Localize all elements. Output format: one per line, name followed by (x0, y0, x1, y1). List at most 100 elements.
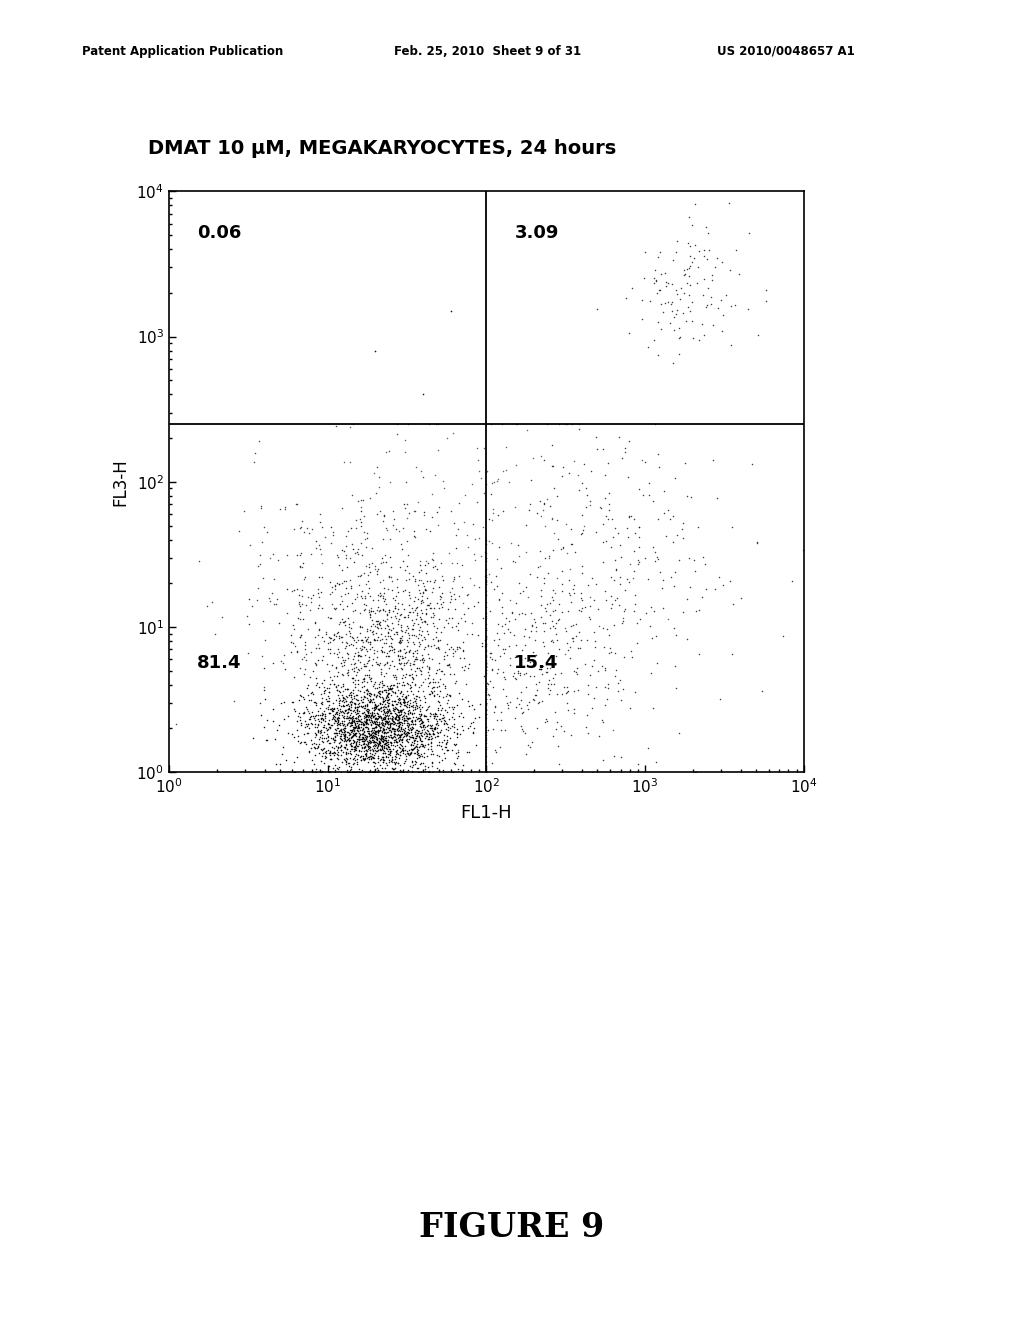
Point (343, 726, 359, 747)
Point (366, 734, 382, 755)
Point (364, 713, 380, 734)
Point (337, 631, 353, 652)
Point (430, 515, 446, 536)
Point (330, 759, 346, 780)
Point (465, 721, 481, 742)
Point (416, 649, 432, 671)
Point (409, 719, 425, 741)
Point (439, 644, 456, 665)
Point (548, 510, 564, 531)
Point (225, 690, 242, 711)
Point (603, 642, 620, 663)
Point (329, 756, 345, 777)
Point (344, 762, 360, 783)
Point (478, 652, 495, 673)
Point (636, 268, 652, 289)
Point (350, 680, 367, 701)
Point (375, 729, 391, 750)
Point (358, 713, 375, 734)
Point (353, 697, 370, 718)
Point (391, 711, 408, 733)
Point (396, 655, 413, 676)
Point (361, 631, 378, 652)
Point (395, 688, 412, 709)
Point (345, 715, 361, 737)
Point (349, 566, 366, 587)
Point (330, 622, 346, 643)
Point (518, 515, 535, 536)
Point (374, 681, 390, 702)
Point (369, 711, 385, 733)
Point (359, 722, 376, 743)
Point (377, 694, 393, 715)
Point (313, 739, 330, 760)
Point (362, 706, 379, 727)
Point (337, 743, 353, 764)
Point (385, 694, 401, 715)
Point (565, 578, 582, 599)
Point (376, 719, 392, 741)
Point (296, 710, 312, 731)
Point (340, 698, 356, 719)
Point (679, 272, 695, 293)
Point (477, 700, 494, 721)
Point (348, 632, 365, 653)
Point (400, 704, 417, 725)
Point (598, 531, 614, 552)
Point (393, 711, 410, 733)
Point (407, 730, 423, 751)
Point (380, 708, 396, 729)
Point (406, 718, 422, 739)
Point (396, 708, 413, 729)
Point (330, 743, 346, 764)
Point (335, 690, 351, 711)
Point (399, 713, 416, 734)
Point (361, 692, 378, 713)
Point (344, 709, 360, 730)
Point (569, 657, 586, 678)
Point (489, 469, 506, 490)
Point (434, 708, 451, 729)
Point (637, 242, 653, 263)
Point (375, 708, 391, 729)
Point (357, 734, 374, 755)
Point (707, 578, 723, 599)
Point (554, 602, 570, 623)
Point (402, 693, 419, 714)
Point (358, 711, 375, 733)
Point (330, 639, 346, 660)
Point (464, 694, 480, 715)
Point (361, 487, 378, 508)
Point (416, 502, 432, 523)
Point (478, 653, 495, 675)
Point (366, 731, 382, 752)
Point (370, 626, 386, 647)
Point (403, 742, 420, 763)
Point (369, 709, 385, 730)
Point (415, 652, 431, 673)
Point (443, 708, 460, 729)
Point (435, 470, 452, 491)
Point (519, 694, 536, 715)
Point (339, 726, 355, 747)
Point (420, 697, 436, 718)
Point (478, 647, 495, 668)
Point (570, 463, 587, 484)
Point (353, 717, 370, 738)
Point (631, 479, 647, 500)
Point (509, 663, 525, 684)
X-axis label: FL1-H: FL1-H (461, 804, 512, 822)
Point (511, 661, 527, 682)
Point (382, 702, 398, 723)
Point (611, 574, 628, 595)
Point (386, 721, 402, 742)
Point (383, 606, 399, 627)
Point (361, 692, 378, 713)
Point (336, 721, 352, 742)
Point (395, 713, 412, 734)
Point (289, 719, 305, 741)
Point (424, 755, 440, 776)
Point (241, 642, 257, 663)
Point (425, 743, 441, 764)
Point (548, 645, 564, 667)
